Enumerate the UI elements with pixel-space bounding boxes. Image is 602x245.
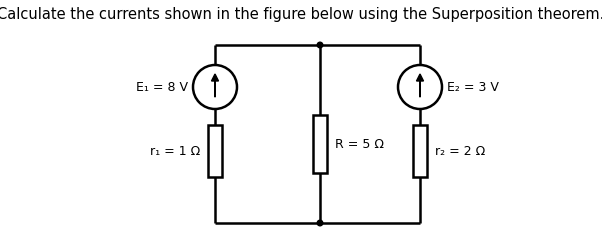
Bar (313, 115, 327, 173)
Text: E₁ = 8 V: E₁ = 8 V (136, 81, 188, 94)
Text: E₂ = 3 V: E₂ = 3 V (447, 81, 499, 94)
Text: R = 5 Ω: R = 5 Ω (335, 137, 384, 150)
FancyArrow shape (417, 74, 423, 97)
Bar (208, 125, 222, 177)
Circle shape (317, 220, 323, 226)
Text: r₁ = 1 Ω: r₁ = 1 Ω (150, 145, 200, 158)
FancyArrow shape (211, 74, 219, 97)
Circle shape (317, 42, 323, 48)
Text: r₂ = 2 Ω: r₂ = 2 Ω (435, 145, 485, 158)
Bar (413, 125, 427, 177)
Text: Calculate the currents shown in the figure below using the Superposition theorem: Calculate the currents shown in the figu… (0, 7, 602, 22)
